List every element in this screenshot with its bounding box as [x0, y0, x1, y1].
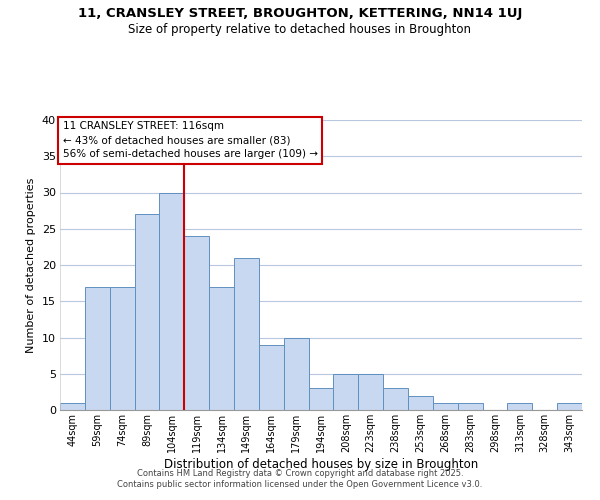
- Bar: [209, 287, 234, 410]
- Bar: [234, 258, 259, 410]
- Bar: [160, 192, 184, 410]
- Bar: [110, 287, 134, 410]
- Bar: [383, 388, 408, 410]
- Bar: [557, 403, 582, 410]
- Text: Contains public sector information licensed under the Open Government Licence v3: Contains public sector information licen…: [118, 480, 482, 489]
- Text: Size of property relative to detached houses in Broughton: Size of property relative to detached ho…: [128, 22, 472, 36]
- Bar: [85, 287, 110, 410]
- Bar: [184, 236, 209, 410]
- Y-axis label: Number of detached properties: Number of detached properties: [26, 178, 36, 352]
- Text: 11, CRANSLEY STREET, BROUGHTON, KETTERING, NN14 1UJ: 11, CRANSLEY STREET, BROUGHTON, KETTERIN…: [78, 8, 522, 20]
- Bar: [134, 214, 160, 410]
- Bar: [508, 403, 532, 410]
- Bar: [284, 338, 308, 410]
- Bar: [458, 403, 482, 410]
- Text: Contains HM Land Registry data © Crown copyright and database right 2025.: Contains HM Land Registry data © Crown c…: [137, 468, 463, 477]
- Bar: [358, 374, 383, 410]
- Bar: [433, 403, 458, 410]
- Bar: [408, 396, 433, 410]
- X-axis label: Distribution of detached houses by size in Broughton: Distribution of detached houses by size …: [164, 458, 478, 470]
- Bar: [60, 403, 85, 410]
- Bar: [334, 374, 358, 410]
- Text: 11 CRANSLEY STREET: 116sqm
← 43% of detached houses are smaller (83)
56% of semi: 11 CRANSLEY STREET: 116sqm ← 43% of deta…: [62, 122, 317, 160]
- Bar: [308, 388, 334, 410]
- Bar: [259, 345, 284, 410]
